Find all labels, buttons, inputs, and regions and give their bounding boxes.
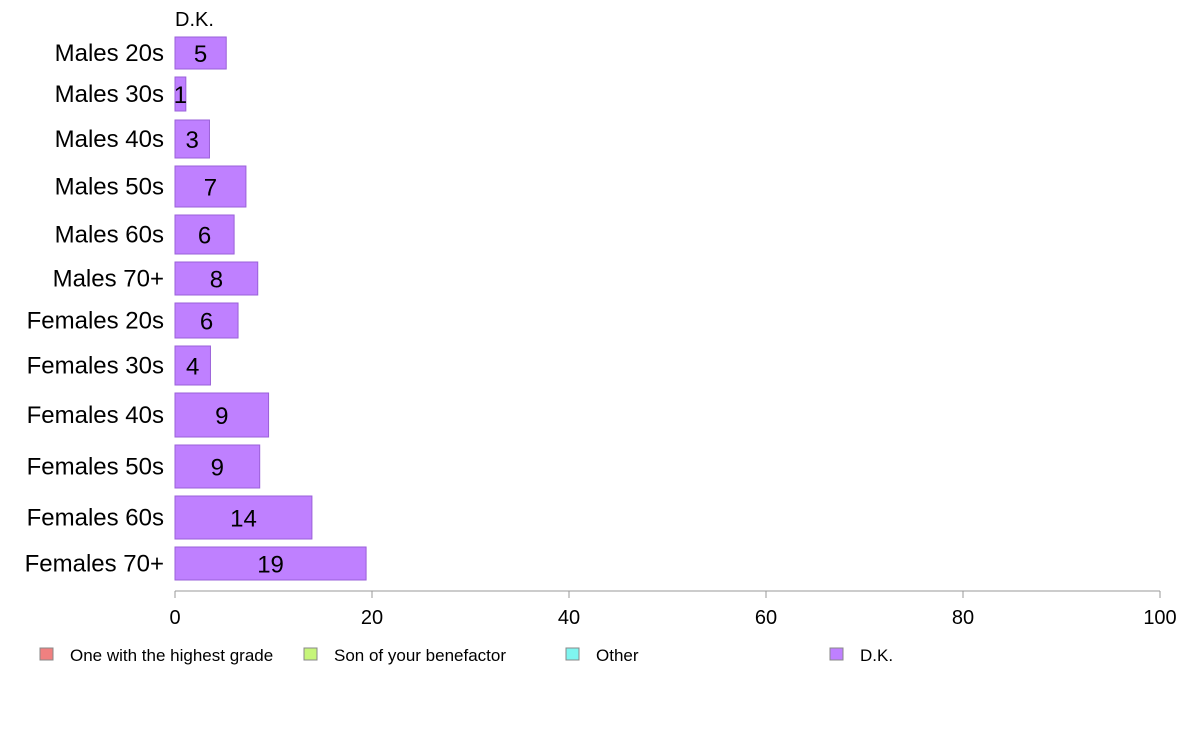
bar-value-label: 1 [174, 82, 187, 109]
bar-d-k- [174, 345, 211, 386]
bar-d-k- [174, 261, 259, 296]
category-label: Males 40s [55, 126, 164, 153]
x-axis: 0 20 40 60 80 100 [169, 590, 1177, 629]
legend-label: One with the highest grade [70, 646, 273, 665]
x-tick-label: 80 [952, 607, 974, 629]
category-labels: D.K. Males 20s Males 30s Males 40s Males 50s… [25, 9, 214, 578]
bar-d-k- [174, 165, 247, 208]
bar-value-label: 3 [186, 127, 199, 154]
category-label: Females 50s [27, 454, 164, 481]
bar-value-label: 9 [215, 403, 228, 430]
bar-value-label: 6 [198, 223, 211, 250]
category-label: Males 20s [55, 40, 164, 67]
bar-d-k- [174, 36, 227, 70]
bar-d-k- [174, 495, 313, 540]
legend-label: Son of your benefactor [334, 646, 506, 665]
bar-d-k- [174, 119, 210, 159]
legend-swatch [829, 647, 844, 661]
column-title-dk: D.K. [175, 9, 214, 31]
category-label: Females 40s [27, 402, 164, 429]
x-tick-label: 60 [755, 607, 777, 629]
legend-swatch [39, 647, 54, 661]
legend-label: D.K. [860, 646, 893, 665]
legend-swatch [565, 647, 580, 661]
category-label: Females 30s [27, 353, 164, 380]
x-tick-label: 100 [1143, 607, 1176, 629]
bar-value-label: 4 [186, 354, 199, 381]
bar-d-k- [174, 546, 367, 581]
bar-value-label: 19 [257, 552, 284, 579]
category-label: Females 70+ [25, 551, 164, 578]
bar-value-label: 8 [210, 267, 223, 294]
bar-d-k- [174, 392, 270, 438]
legend-label: Other [596, 646, 639, 665]
bar-d-k- [174, 76, 187, 112]
bar-value-label: 14 [230, 506, 257, 533]
legend: One with the highest grade Son of your be… [39, 646, 893, 665]
category-label: Males 30s [55, 81, 164, 108]
bar-value-label: 7 [204, 175, 217, 202]
bar-value-label: 9 [211, 455, 224, 482]
x-tick-label: 0 [169, 607, 180, 629]
bar-value-label: 5 [194, 41, 207, 68]
bar-d-k- [174, 214, 235, 255]
category-label: Females 60s [27, 505, 164, 532]
legend-swatch [303, 647, 318, 661]
category-label: Males 50s [55, 174, 164, 201]
category-label: Females 20s [27, 308, 164, 335]
bar-value-label: 6 [200, 309, 213, 336]
x-tick-label: 40 [558, 607, 580, 629]
bar-d-k- [174, 444, 261, 489]
x-tick-label: 20 [361, 607, 383, 629]
category-label: Males 60s [55, 222, 164, 249]
bar-d-k- [174, 302, 239, 339]
category-label: Males 70+ [53, 266, 164, 293]
